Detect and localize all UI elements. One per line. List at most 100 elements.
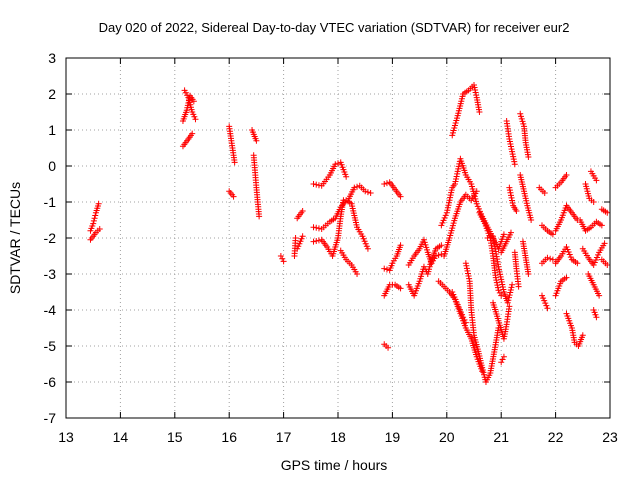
data-point bbox=[313, 224, 320, 231]
data-point bbox=[466, 275, 473, 282]
data-point bbox=[604, 262, 611, 268]
x-tick-label: 20 bbox=[439, 429, 455, 445]
data-point bbox=[473, 92, 480, 99]
data-point bbox=[299, 208, 306, 214]
data-point bbox=[279, 255, 286, 262]
data-point bbox=[509, 197, 516, 204]
data-point bbox=[462, 260, 469, 267]
data-point bbox=[444, 207, 451, 214]
data-point bbox=[541, 190, 548, 196]
data-point bbox=[310, 224, 317, 231]
data-point bbox=[381, 265, 388, 272]
data-point bbox=[592, 256, 599, 263]
data-point bbox=[506, 136, 513, 142]
y-tick-label: -3 bbox=[44, 266, 57, 282]
data-point bbox=[544, 254, 551, 261]
data-point bbox=[497, 271, 504, 278]
data-point bbox=[496, 266, 503, 273]
data-point bbox=[566, 251, 573, 258]
data-point bbox=[280, 258, 287, 265]
data-point bbox=[476, 109, 483, 115]
data-point bbox=[465, 273, 472, 280]
y-tick-label: 0 bbox=[48, 158, 56, 174]
data-point bbox=[343, 173, 350, 180]
x-tick-label: 16 bbox=[221, 429, 237, 445]
data-point bbox=[453, 299, 460, 306]
data-point bbox=[96, 226, 103, 232]
data-point bbox=[354, 271, 361, 277]
data-point bbox=[471, 84, 478, 91]
data-point bbox=[256, 213, 263, 220]
data-point bbox=[595, 251, 602, 258]
data-point bbox=[473, 188, 480, 195]
data-point bbox=[465, 270, 472, 277]
data-point bbox=[511, 158, 518, 165]
data-point bbox=[507, 289, 514, 296]
data-point bbox=[591, 259, 598, 266]
data-point bbox=[455, 163, 462, 170]
data-point bbox=[574, 260, 581, 267]
data-point bbox=[381, 181, 388, 187]
data-point bbox=[563, 274, 570, 281]
data-point bbox=[509, 151, 516, 158]
data-point bbox=[515, 283, 522, 290]
data-point bbox=[513, 208, 520, 214]
data-point bbox=[441, 214, 448, 221]
data-point bbox=[579, 332, 586, 339]
data-point bbox=[487, 234, 494, 241]
data-point bbox=[506, 187, 513, 194]
data-point bbox=[459, 311, 466, 318]
x-tick-label: 14 bbox=[113, 429, 129, 445]
data-point bbox=[383, 266, 390, 273]
data-point bbox=[498, 292, 505, 299]
data-point bbox=[539, 292, 545, 299]
y-tick-label: -2 bbox=[44, 230, 57, 246]
data-point bbox=[542, 300, 549, 307]
data-point bbox=[364, 245, 371, 252]
data-point bbox=[476, 208, 483, 215]
data-point bbox=[507, 143, 514, 150]
data-point bbox=[510, 153, 517, 160]
data-point bbox=[518, 113, 525, 120]
y-tick-label: 2 bbox=[48, 86, 56, 102]
data-point bbox=[315, 182, 322, 189]
data-point bbox=[360, 235, 367, 242]
data-point bbox=[549, 256, 556, 263]
data-point bbox=[495, 287, 502, 294]
data-point bbox=[509, 200, 516, 207]
data-point bbox=[340, 197, 347, 204]
data-point bbox=[499, 281, 506, 288]
data-point bbox=[547, 255, 554, 262]
data-point bbox=[421, 239, 428, 246]
data-point bbox=[509, 281, 516, 288]
data-point bbox=[295, 243, 302, 250]
data-point bbox=[498, 359, 505, 366]
data-point bbox=[500, 353, 507, 360]
data-point bbox=[192, 116, 199, 123]
data-point bbox=[510, 156, 517, 163]
y-tick-label: 1 bbox=[48, 122, 56, 138]
data-point bbox=[364, 189, 371, 196]
data-point bbox=[472, 87, 479, 94]
x-tick-label: 19 bbox=[385, 429, 401, 445]
data-point bbox=[601, 240, 608, 247]
data-point bbox=[230, 193, 237, 200]
data-point bbox=[335, 160, 341, 167]
data-point bbox=[452, 296, 459, 303]
data-point bbox=[442, 212, 449, 219]
data-point bbox=[505, 297, 512, 304]
data-point bbox=[494, 284, 501, 291]
data-point bbox=[383, 180, 390, 187]
data-point bbox=[299, 233, 306, 240]
data-point bbox=[455, 165, 462, 172]
data-point bbox=[499, 356, 506, 363]
data-point bbox=[464, 267, 471, 274]
data-point bbox=[506, 303, 513, 310]
data-point bbox=[277, 253, 284, 259]
data-point bbox=[454, 170, 461, 177]
data-point bbox=[359, 233, 366, 240]
data-point bbox=[310, 181, 317, 187]
data-point bbox=[493, 277, 500, 284]
data-point bbox=[565, 249, 572, 256]
